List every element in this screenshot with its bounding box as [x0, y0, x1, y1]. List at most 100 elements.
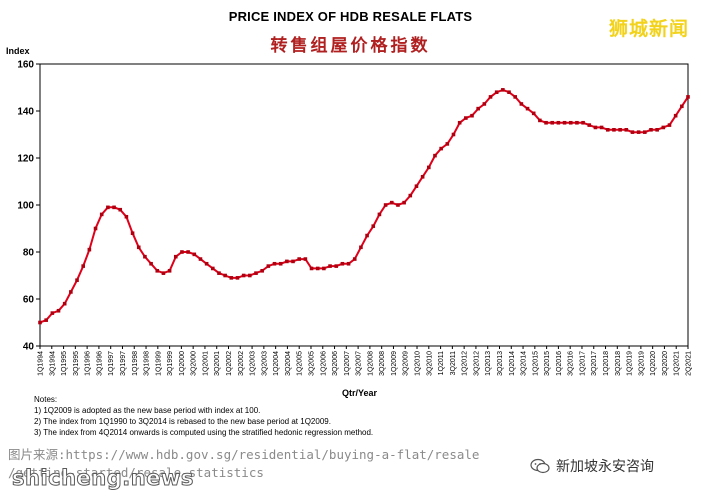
data-point: [346, 261, 351, 266]
data-point: [204, 261, 209, 266]
data-point: [636, 130, 641, 134]
x-axis-ticks: 1Q1994 3Q1994 1Q1995 3Q1995 1Q1996 3Q1996 1Q19…: [38, 346, 693, 376]
data-point: [303, 257, 308, 261]
x-tick-label: 1Q2005: [297, 351, 304, 376]
x-tick-label: 3Q2019: [638, 351, 645, 376]
data-point: [106, 205, 110, 210]
data-point: [278, 261, 283, 266]
notes-block: Notes: 1) 1Q2009 is adopted as the new b…: [34, 394, 373, 438]
data-point: [334, 264, 339, 268]
data-point: [235, 276, 240, 280]
x-tick-label: 1Q1995: [61, 351, 68, 376]
x-tick-label: 1Q2002: [226, 351, 233, 376]
data-point: [50, 311, 55, 315]
data-point: [99, 212, 104, 217]
chart-title: PRICE INDEX OF HDB RESALE FLATS: [228, 9, 473, 24]
brand-watermark: shicheng.news: [12, 466, 194, 491]
data-point: [470, 113, 474, 118]
note-line: 3) The index from 4Q2014 onwards is comp…: [34, 428, 374, 437]
x-tick-label: 3Q2000: [191, 351, 198, 376]
x-tick-label: 1Q2012: [462, 351, 469, 376]
data-point: [420, 175, 425, 179]
data-point: [340, 261, 345, 266]
x-tick-label: 1Q2003: [250, 351, 257, 376]
data-point: [396, 203, 400, 207]
x-tick-label: 3Q2010: [426, 351, 433, 376]
x-tick-label: 3Q2005: [308, 351, 315, 376]
data-point: [661, 125, 666, 130]
data-point: [414, 184, 419, 188]
x-tick-label: 1Q2000: [179, 351, 186, 376]
data-point: [328, 264, 332, 268]
data-point: [581, 120, 585, 125]
data-point: [241, 273, 246, 278]
series-markers: [38, 88, 690, 325]
data-point: [38, 320, 42, 325]
data-point: [365, 233, 369, 238]
x-tick-label: 1Q1998: [132, 351, 139, 376]
chart-subtitle-cn: 转售组屋价格指数: [270, 36, 431, 56]
x-tick-label: 1Q2021: [674, 351, 681, 376]
data-point: [605, 128, 610, 132]
data-point: [69, 290, 73, 294]
x-tick-label: 1Q2004: [273, 351, 280, 376]
x-tick-label: 3Q2002: [238, 351, 245, 376]
data-point: [377, 212, 382, 217]
y-tick-label: 60: [23, 295, 35, 306]
data-point: [315, 266, 320, 271]
y-tick-label: 80: [23, 248, 35, 259]
x-tick-label: 1Q2019: [627, 351, 634, 376]
note-line: 1) 1Q2009 is adopted as the new base per…: [34, 406, 261, 415]
data-point: [371, 224, 376, 228]
data-point: [643, 130, 647, 134]
data-point: [173, 254, 178, 259]
data-point: [192, 252, 197, 257]
data-point: [519, 102, 524, 106]
data-point: [673, 113, 678, 118]
x-tick-label: 1Q1999: [155, 351, 162, 376]
data-point: [649, 128, 653, 132]
y-tick-label: 120: [17, 154, 34, 165]
wechat-account-name: 新加坡永安咨询: [556, 458, 654, 474]
y-tick-label: 160: [17, 60, 34, 71]
data-point: [44, 318, 48, 322]
data-point: [217, 271, 221, 275]
y-tick-label: 140: [17, 107, 34, 118]
data-point: [402, 200, 406, 205]
x-tick-label: 1Q2007: [344, 351, 351, 376]
x-tick-label: 3Q2003: [261, 351, 268, 376]
wechat-badge: 新加坡永安咨询: [530, 456, 654, 476]
x-tick-label: 3Q2007: [356, 351, 363, 376]
x-tick-label: 1Q2017: [579, 351, 586, 376]
series-line: [39, 88, 689, 324]
data-point: [167, 269, 172, 273]
x-tick-label: 3Q2020: [662, 351, 669, 376]
data-point: [439, 146, 443, 151]
x-tick-label: 3Q2009: [403, 351, 410, 376]
data-point: [445, 142, 450, 146]
data-point: [254, 271, 258, 275]
x-tick-label: 3Q2006: [332, 351, 339, 376]
data-point: [291, 259, 295, 264]
note-line: 2) The index from 1Q1990 to 3Q2014 is re…: [34, 417, 331, 426]
x-tick-label: 1Q2020: [650, 351, 657, 376]
data-point: [75, 278, 79, 282]
x-tick-label: 1Q1997: [108, 351, 115, 376]
y-tick-label: 100: [17, 201, 34, 212]
data-point: [389, 200, 394, 205]
data-point: [507, 90, 511, 94]
y-axis-ticks: 40 60 80 100 120 140 160: [17, 60, 40, 353]
data-point: [531, 111, 536, 116]
x-tick-label: 3Q1999: [167, 351, 174, 376]
x-tick-label: 3Q1997: [120, 351, 127, 376]
x-tick-label: 1Q2018: [603, 351, 610, 376]
data-point: [130, 231, 135, 235]
data-point: [161, 271, 166, 275]
source-line: /getting-started/resale-statistics: [8, 465, 264, 480]
x-tick-label: 1Q2008: [367, 351, 374, 376]
x-tick-label: 1Q2009: [391, 351, 398, 376]
x-tick-label: 1Q2016: [556, 351, 563, 376]
data-point: [272, 261, 277, 266]
data-point: [667, 123, 672, 127]
x-axis-label: Qtr/Year: [342, 388, 378, 398]
